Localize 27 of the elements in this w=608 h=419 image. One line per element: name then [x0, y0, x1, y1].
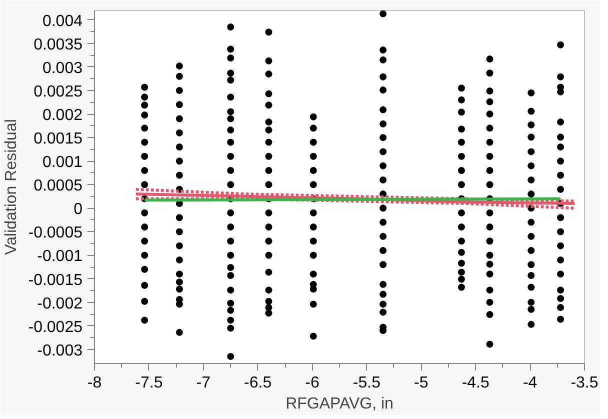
- y-tick-label: 0.001: [42, 154, 83, 172]
- y-tick-label: 0: [74, 201, 83, 218]
- y-tick-label: 0.003: [42, 60, 83, 77]
- x-tick-label: -5: [414, 374, 428, 392]
- y-tick-label: 0.0015: [34, 130, 83, 148]
- x-tick-label: -6.5: [244, 374, 272, 392]
- x-axis-title: RFGAPAVG, in: [286, 396, 394, 412]
- x-tick-label: -8: [87, 374, 102, 392]
- y-tick-label: 0.002: [42, 107, 83, 124]
- y-tick-label: 0.004: [42, 12, 83, 30]
- y-tick-label: -0.002: [37, 295, 83, 312]
- y-tick-label: -0.0025: [28, 318, 83, 336]
- y-tick-label: -0.0005: [28, 224, 83, 242]
- y-tick-label: -0.001: [37, 248, 83, 266]
- x-tick-label: -3.5: [570, 374, 598, 392]
- x-tick-label: -4: [522, 374, 538, 392]
- y-tick-label: 0.0025: [34, 84, 83, 101]
- x-tick-label: -4.5: [462, 374, 490, 392]
- x-tick-label: -6: [305, 374, 320, 392]
- x-tick-label: -7: [196, 374, 211, 392]
- y-tick-label: -0.003: [37, 342, 83, 360]
- x-tick-label: -7.5: [135, 374, 163, 392]
- y-tick-label: 0.0005: [34, 178, 83, 195]
- x-tick-label: -5.5: [352, 374, 381, 392]
- y-axis-title: Validation Residual: [3, 119, 20, 255]
- y-tick-label: -0.0015: [28, 272, 83, 289]
- y-tick-label: 0.0035: [34, 36, 83, 54]
